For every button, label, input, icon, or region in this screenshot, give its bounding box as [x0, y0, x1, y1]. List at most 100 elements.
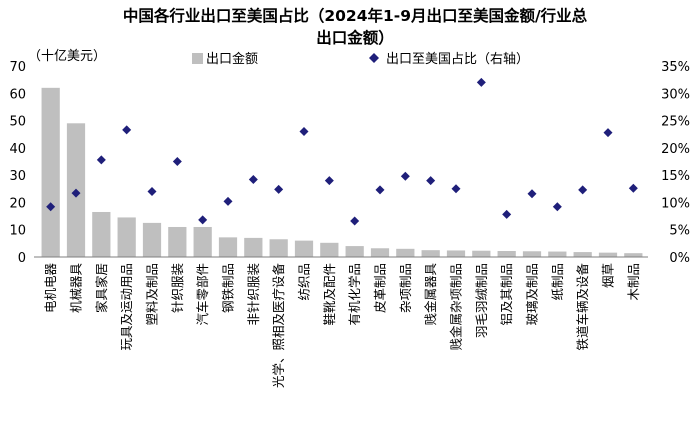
- bar: [92, 211, 111, 257]
- bar: [370, 248, 390, 257]
- bar: [41, 87, 60, 257]
- legend: 出口金额 出口至美国占比（右轴）: [192, 51, 529, 67]
- bar: [320, 242, 339, 257]
- marker-point: [552, 202, 562, 212]
- category-label: 电机电器: [43, 263, 58, 314]
- left-tick-label: 0: [18, 251, 26, 266]
- legend-bar-swatch: [192, 53, 203, 64]
- bar: [472, 250, 491, 257]
- category-label: 玻璃及制品: [525, 263, 540, 326]
- bar: [598, 252, 618, 257]
- marker-point: [248, 175, 258, 185]
- category-label: 鞋靴及配件: [322, 263, 337, 326]
- marker-point: [603, 128, 613, 138]
- right-tick-label: 5%: [669, 224, 690, 239]
- bar: [168, 226, 187, 257]
- legend-marker-label: 出口至美国占比（右轴）: [386, 52, 529, 67]
- marker-point: [96, 155, 106, 165]
- category-label: 纸制品: [550, 263, 565, 301]
- legend-bar-label: 出口金额: [206, 51, 258, 67]
- chart-title: 中国各行业出口至美国占比（2024年1-9月出口至美国金额/行业总: [123, 6, 588, 25]
- category-label: 铁道车辆及设备: [575, 263, 590, 351]
- left-tick-label: 10: [9, 224, 26, 239]
- bar: [142, 222, 162, 257]
- marker-point: [299, 126, 309, 136]
- bar: [446, 250, 466, 257]
- category-label: 铝及其制品: [499, 263, 514, 326]
- marker-point: [527, 189, 537, 199]
- bar: [624, 253, 643, 257]
- category-label: 皮革制品: [373, 263, 388, 313]
- marker-point: [172, 157, 182, 166]
- marker-point: [274, 184, 284, 194]
- marker-point: [502, 209, 512, 219]
- category-label: 家具家居: [94, 263, 109, 313]
- left-tick-label: 30: [9, 169, 26, 184]
- right-axis-ticks: 0% 5% 10% 15% 20% 25% 30% 35%: [661, 60, 690, 266]
- marker-point: [578, 185, 588, 195]
- category-label: 贱金属器具: [423, 263, 438, 326]
- marker-point: [324, 176, 334, 186]
- right-tick-label: 35%: [661, 60, 690, 75]
- marker-point: [628, 183, 638, 193]
- right-tick-label: 25%: [661, 115, 690, 130]
- category-label: 光学、照相及医疗设备: [271, 263, 286, 389]
- bar: [497, 250, 516, 257]
- category-label: 羽毛羽绒制品: [474, 263, 489, 338]
- bar: [294, 240, 314, 257]
- marker-point: [350, 216, 360, 226]
- marker-point: [198, 215, 208, 225]
- marker-point: [147, 187, 157, 197]
- bar: [396, 248, 415, 257]
- bar: [421, 250, 440, 257]
- marker-point: [46, 202, 56, 212]
- left-tick-label: 70: [9, 60, 26, 75]
- category-label: 汽车零部件: [195, 263, 210, 326]
- bar: [345, 246, 364, 257]
- legend-marker-icon: [369, 53, 379, 63]
- bar: [117, 217, 136, 257]
- bar: [269, 239, 288, 257]
- category-label: 针织服装: [170, 263, 185, 313]
- right-tick-label: 10%: [661, 196, 690, 211]
- category-labels: 电机电器 机械器具 家具家居 玩具及运动用品 塑料及制品 针织服装 汽车零部件 钢铁制品 非针织…: [43, 263, 641, 389]
- marker-point: [375, 185, 385, 195]
- bar: [548, 251, 567, 257]
- marker-point: [426, 176, 436, 186]
- left-axis-unit: （十亿美元）: [28, 49, 106, 64]
- left-tick-label: 40: [9, 142, 26, 157]
- right-tick-label: 15%: [661, 169, 690, 184]
- marker-point: [71, 188, 81, 198]
- category-label: 贱金属杂项制品: [449, 263, 464, 351]
- category-label: 玩具及运动用品: [119, 263, 134, 351]
- bar: [193, 226, 212, 257]
- right-tick-label: 30%: [661, 87, 690, 102]
- category-label: 木制品: [626, 263, 641, 301]
- bar: [573, 252, 592, 257]
- bar: [522, 251, 542, 257]
- category-label: 机械器具: [69, 263, 84, 314]
- marker-point: [476, 77, 486, 87]
- category-label: 杂项制品: [398, 263, 413, 313]
- marker-point: [223, 196, 233, 206]
- bar: [218, 237, 238, 257]
- left-tick-label: 20: [9, 196, 26, 211]
- marker-point: [400, 171, 410, 181]
- chart-title-line-2: 出口金额）: [316, 28, 394, 47]
- left-axis-ticks: 0 10 20 30 40 50 60 70: [9, 60, 26, 266]
- left-tick-label: 60: [9, 87, 26, 102]
- bar: [244, 237, 263, 257]
- category-label: 烟草: [601, 263, 616, 288]
- category-label: 纺织品: [297, 263, 312, 301]
- left-tick-label: 50: [9, 115, 26, 130]
- right-tick-label: 0%: [669, 251, 690, 266]
- bars: [41, 87, 643, 257]
- category-label: 钢铁制品: [221, 263, 236, 313]
- category-label: 有机化学品: [347, 263, 362, 326]
- category-label: 非针织服装: [246, 263, 261, 326]
- marker-point: [451, 184, 461, 194]
- marker-point: [122, 125, 132, 135]
- markers: [46, 77, 638, 226]
